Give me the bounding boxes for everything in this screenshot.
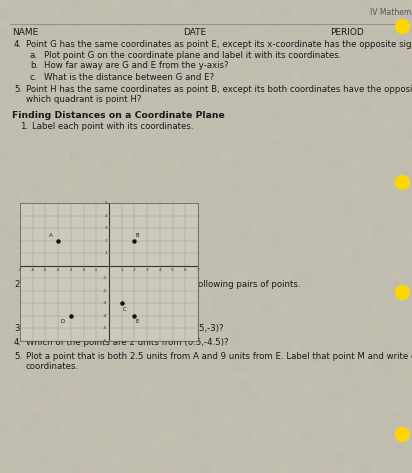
Text: D: D xyxy=(61,319,65,324)
Text: a.: a. xyxy=(28,290,36,299)
Text: 2: 2 xyxy=(133,268,136,272)
Text: 3.: 3. xyxy=(14,324,22,333)
Text: 6: 6 xyxy=(184,268,187,272)
Text: PERIOD: PERIOD xyxy=(330,28,364,37)
Text: -6: -6 xyxy=(30,268,35,272)
Text: c.: c. xyxy=(30,73,37,82)
Text: -2: -2 xyxy=(103,289,107,293)
Text: NAME: NAME xyxy=(12,28,38,37)
Text: Which of the points are 2 units from (0.5,-4.5)?: Which of the points are 2 units from (0.… xyxy=(26,338,229,347)
Text: Point D and E: Point D and E xyxy=(44,310,102,319)
Text: 1: 1 xyxy=(120,268,123,272)
Text: b.: b. xyxy=(30,61,38,70)
Text: Plot point G on the coordinate plane and label it with its coordinates.: Plot point G on the coordinate plane and… xyxy=(44,51,342,60)
Text: -1: -1 xyxy=(94,268,98,272)
Text: What is the distance between G and E?: What is the distance between G and E? xyxy=(44,73,214,82)
Text: 1.: 1. xyxy=(20,122,28,131)
Text: 4.: 4. xyxy=(14,40,22,49)
Text: Which of the points are 5 units from (-1.5,-3)?: Which of the points are 5 units from (-1… xyxy=(26,324,223,333)
Text: -6: -6 xyxy=(103,339,107,343)
Text: 3: 3 xyxy=(146,268,148,272)
Text: -7: -7 xyxy=(18,268,22,272)
Text: 1: 1 xyxy=(104,251,107,255)
Text: 5.: 5. xyxy=(14,352,22,361)
Text: 3: 3 xyxy=(104,226,107,230)
Text: DATE: DATE xyxy=(183,28,206,37)
Text: 4: 4 xyxy=(104,213,107,218)
Text: -1: -1 xyxy=(103,276,107,280)
Text: -3: -3 xyxy=(103,301,107,306)
Text: -5: -5 xyxy=(103,326,107,331)
Text: 5: 5 xyxy=(171,268,174,272)
Text: 2.: 2. xyxy=(14,280,22,289)
Text: C: C xyxy=(123,307,127,312)
Text: b.: b. xyxy=(28,300,36,309)
Text: -2: -2 xyxy=(82,268,86,272)
Text: 4: 4 xyxy=(159,268,161,272)
Text: IV Mathematics: IV Mathematics xyxy=(370,8,412,17)
Text: -5: -5 xyxy=(43,268,48,272)
Text: Find the distance between each of the following pairs of points.: Find the distance between each of the fo… xyxy=(26,280,300,289)
Text: c.: c. xyxy=(28,310,35,319)
Text: 5: 5 xyxy=(104,201,107,205)
Text: B: B xyxy=(135,233,139,238)
Text: Point D and B: Point D and B xyxy=(44,300,103,309)
Text: Label each point with its coordinates.: Label each point with its coordinates. xyxy=(32,122,194,131)
Text: 2: 2 xyxy=(104,239,107,243)
Text: Point H has the same coordinates as point B, except its both coordinates have th: Point H has the same coordinates as poin… xyxy=(26,85,412,94)
Text: -4: -4 xyxy=(56,268,60,272)
Text: A: A xyxy=(49,233,52,238)
Text: E: E xyxy=(136,319,139,324)
Text: -4: -4 xyxy=(103,314,107,318)
Text: which quadrant is point H?: which quadrant is point H? xyxy=(26,95,141,104)
Text: Finding Distances on a Coordinate Plane: Finding Distances on a Coordinate Plane xyxy=(12,111,225,120)
Text: 5.: 5. xyxy=(14,85,22,94)
Text: 7: 7 xyxy=(197,268,199,272)
Text: 4.: 4. xyxy=(14,338,22,347)
Text: coordinates.: coordinates. xyxy=(26,362,79,371)
Text: -3: -3 xyxy=(69,268,73,272)
Text: Point G has the same coordinates as point E, except its x-coordinate has the opp: Point G has the same coordinates as poin… xyxy=(26,40,412,49)
Text: How far away are G and E from the y-axis?: How far away are G and E from the y-axis… xyxy=(44,61,229,70)
Text: Plot a point that is both 2.5 units from A and 9 units from E. Label that point : Plot a point that is both 2.5 units from… xyxy=(26,352,412,361)
Text: Point B and C: Point B and C xyxy=(44,290,102,299)
Text: a.: a. xyxy=(30,51,38,60)
